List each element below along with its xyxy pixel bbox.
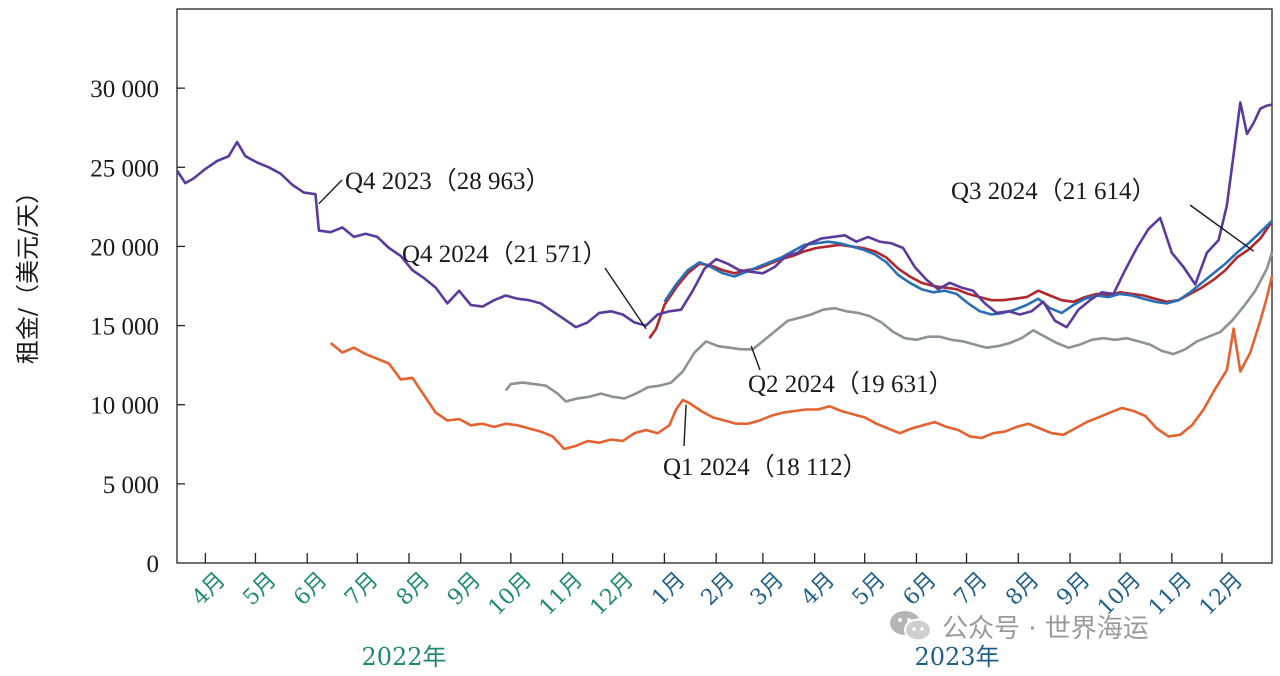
x-tick-label: 8月 <box>1001 568 1044 611</box>
x-tick-label: 6月 <box>899 568 942 611</box>
y-tick-label: 25 000 <box>90 155 159 182</box>
y-tick-label: 20 000 <box>90 234 159 261</box>
plot-frame <box>176 8 1273 564</box>
x-tick-label: 4月 <box>797 568 840 611</box>
annotation-layer: Q4 2023（28 963） Q4 2024（21 571） Q3 2024（21… <box>318 167 1255 481</box>
x-tick-label: 5月 <box>238 568 281 611</box>
annotation-leader <box>750 345 761 371</box>
annotation-leader <box>604 267 647 330</box>
x-tick-label: 7月 <box>950 568 993 611</box>
series-layer <box>175 101 1274 451</box>
x-tick-label: 9月 <box>1052 568 1095 611</box>
x-tick-label: 12月 <box>1195 568 1248 621</box>
year-label: 2022年 <box>361 643 446 671</box>
x-tick-label: 7月 <box>340 568 383 611</box>
annotation-leader <box>318 179 343 205</box>
x-tick-label: 9月 <box>443 568 486 611</box>
annotation-label: Q3 2024（21 614） <box>951 177 1157 205</box>
x-tick-label: 8月 <box>392 568 435 611</box>
x-tick-label: 10月 <box>484 568 537 621</box>
annotation-leader <box>683 404 687 447</box>
series-line-q3-2024 <box>663 219 1273 316</box>
y-tick-label: 30 000 <box>90 76 159 103</box>
x-tick-label: 4月 <box>188 568 231 611</box>
x-tick-label: 2月 <box>697 568 740 611</box>
y-axis-label: 租金/（美元/天） <box>14 180 42 364</box>
annotation-label: Q2 2024（19 631） <box>748 370 954 398</box>
annotation-label: Q1 2024（18 112） <box>663 453 868 481</box>
series-line-q1-2024 <box>329 275 1274 451</box>
x-tick-label: 3月 <box>746 568 789 611</box>
x-tick-label: 1月 <box>647 568 690 611</box>
annotation-label: Q4 2023（28 963） <box>345 167 551 195</box>
series-line-q4-2023 <box>175 101 1273 329</box>
series-line-q4-2024 <box>648 220 1274 339</box>
watermark-text: 公众号 · 世界海运 <box>942 613 1149 644</box>
y-tick-label: 10 000 <box>90 393 159 420</box>
x-tick-label: 12月 <box>586 568 639 621</box>
x-tick-label: 11月 <box>535 568 588 621</box>
series-line-q2-2024 <box>504 251 1274 403</box>
watermark: 公众号 · 世界海运 <box>888 606 1149 646</box>
x-tick-label: 11月 <box>1144 568 1197 621</box>
y-tick-label: 5 000 <box>103 472 159 499</box>
annotation-leader <box>1189 204 1255 252</box>
y-tick-label: 15 000 <box>90 314 159 341</box>
annotation-label: Q4 2024（21 571） <box>402 240 608 268</box>
y-tick-label: 0 <box>147 551 160 578</box>
wechat-icon <box>888 608 934 644</box>
x-tick-label: 6月 <box>289 568 332 611</box>
year-label: 2023年 <box>914 643 999 671</box>
x-tick-label: 5月 <box>848 568 891 611</box>
